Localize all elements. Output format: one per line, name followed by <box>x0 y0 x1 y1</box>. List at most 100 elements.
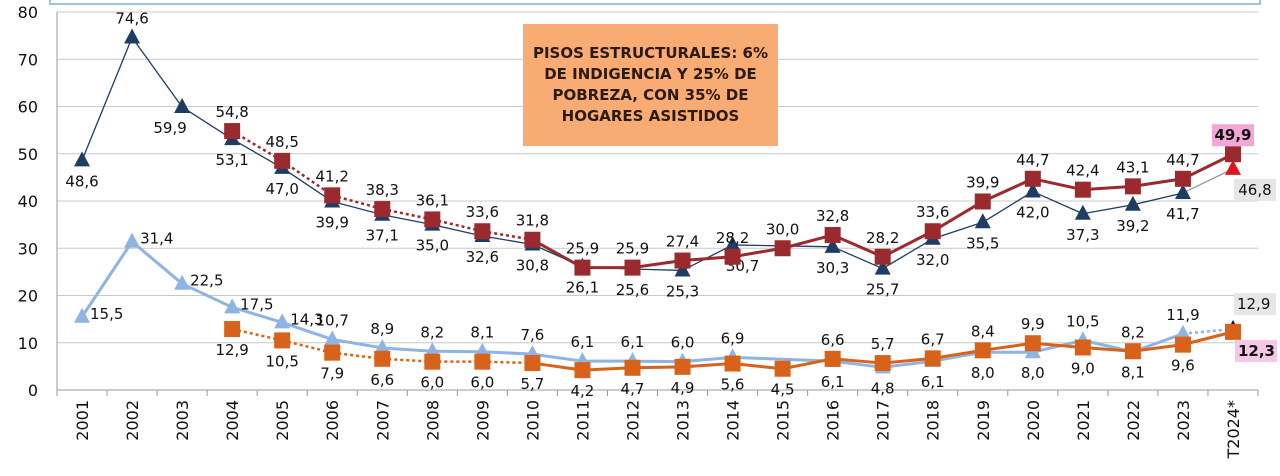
data-label: 42,4 <box>1066 162 1099 180</box>
data-label: 6,7 <box>921 330 945 348</box>
data-label: 59,9 <box>153 119 186 137</box>
series-line-segment <box>231 138 283 169</box>
data-point-square <box>274 152 291 169</box>
series-line-segment <box>1082 184 1133 192</box>
data-point-triangle <box>1074 204 1091 220</box>
data-point-square <box>574 362 591 379</box>
x-tick-label: 2015 <box>774 400 793 441</box>
data-label: 17,5 <box>240 295 273 313</box>
data-label: 7,6 <box>520 326 544 344</box>
data-point-square <box>1024 335 1041 352</box>
data-label: 6,6 <box>370 371 394 389</box>
data-label: 10,5 <box>1066 312 1099 330</box>
series-line-segment <box>832 357 883 365</box>
x-tick-label: 2021 <box>1074 400 1093 441</box>
data-point-square <box>874 248 891 265</box>
y-tick-label: 40 <box>18 192 38 211</box>
data-point-square <box>1174 336 1191 353</box>
series-line-segment <box>482 360 533 365</box>
x-tick-label: 2009 <box>473 400 492 441</box>
data-point-triangle <box>274 313 291 329</box>
series-line-segment <box>81 37 133 161</box>
data-point-square <box>674 358 691 375</box>
series-line-segment <box>80 240 134 318</box>
series-line-segment <box>231 327 283 342</box>
data-label-highlight <box>1211 124 1254 147</box>
series-line-segment <box>982 177 1034 203</box>
data-label: 8,0 <box>971 364 995 382</box>
data-point-square <box>274 332 291 349</box>
data-point-square <box>624 359 641 376</box>
series-3: 12,9 10,5 7,9 6,6 6,0 6,0 5,7 4,2 4,7 4,9 5,6 4,5 6,… <box>215 315 1277 400</box>
data-label: 11,9 <box>1166 306 1199 324</box>
series-line-segment <box>281 339 333 354</box>
series-line-segment <box>632 365 683 370</box>
data-label: 53,1 <box>215 151 248 169</box>
data-label: 4,5 <box>771 381 795 399</box>
data-point-triangle <box>124 232 141 248</box>
data-point-square <box>974 342 991 359</box>
series-line-segment <box>882 238 934 270</box>
data-label: 8,2 <box>1121 323 1145 341</box>
data-point-square <box>324 187 341 204</box>
x-tick-label: 2023 <box>1174 400 1193 441</box>
series-line-segment <box>882 356 933 365</box>
data-label: 8,1 <box>470 324 494 342</box>
series-line-segment <box>1082 204 1134 215</box>
series-line-segment <box>331 194 383 211</box>
data-point-square <box>1224 146 1241 163</box>
data-point-triangle <box>974 213 991 229</box>
series-line-segment <box>1132 192 1184 206</box>
series-line-segment <box>982 190 1034 223</box>
data-label: 4,9 <box>671 379 695 397</box>
data-label: 9,9 <box>1021 315 1045 333</box>
series-line-segment <box>181 282 233 309</box>
data-label: 41,2 <box>316 167 349 185</box>
data-label: 35,5 <box>966 234 999 252</box>
x-tick-label: 2017 <box>874 400 893 441</box>
series-line-segment <box>332 351 383 361</box>
y-tick-label: 60 <box>18 98 38 117</box>
y-tick-label: 10 <box>18 334 38 353</box>
data-label: 8,4 <box>971 322 995 340</box>
data-label: 49,9 <box>1214 126 1251 144</box>
data-point-square <box>824 350 841 367</box>
series-line-segment <box>882 359 933 369</box>
data-label: 42,0 <box>1016 204 1049 222</box>
data-label: 44,7 <box>1166 151 1199 169</box>
x-tick-label: 2002 <box>123 400 142 441</box>
data-point-square <box>1024 170 1041 187</box>
series-line-segment <box>181 106 233 140</box>
data-label: 54,8 <box>215 103 248 121</box>
series-line-segment <box>682 362 733 369</box>
data-label: 6,1 <box>821 373 845 391</box>
data-label: 48,5 <box>265 133 298 151</box>
series-line-segment <box>382 207 433 221</box>
series-line-segment <box>432 218 483 233</box>
data-label: 48,6 <box>65 172 98 190</box>
data-label: 9,0 <box>1071 359 1095 377</box>
top-frame <box>49 0 1261 5</box>
data-point-triangle <box>1024 182 1041 198</box>
data-label: 30,0 <box>766 220 799 238</box>
data-point-square <box>874 355 891 372</box>
data-label: 22,5 <box>190 272 223 290</box>
data-point-triangle <box>1174 324 1191 340</box>
data-label: 27,4 <box>666 233 699 251</box>
data-label: 26,1 <box>566 279 599 297</box>
series-line-segment <box>382 214 433 226</box>
data-point-square <box>574 259 591 276</box>
x-tick-label: 2006 <box>323 400 342 441</box>
data-point-square <box>724 355 741 372</box>
data-label: 31,8 <box>516 212 549 230</box>
series-line-segment <box>331 337 383 350</box>
data-label: 31,4 <box>140 230 173 248</box>
data-label: 14,3 <box>290 310 323 328</box>
data-label: 12,3 <box>1238 342 1275 360</box>
data-label: 12,9 <box>1237 295 1270 313</box>
y-tick-label: 80 <box>18 3 38 22</box>
data-label: 4,8 <box>871 379 895 397</box>
data-label: 6,6 <box>821 331 845 349</box>
data-point-square <box>1124 343 1141 360</box>
data-label: 6,9 <box>721 329 745 347</box>
